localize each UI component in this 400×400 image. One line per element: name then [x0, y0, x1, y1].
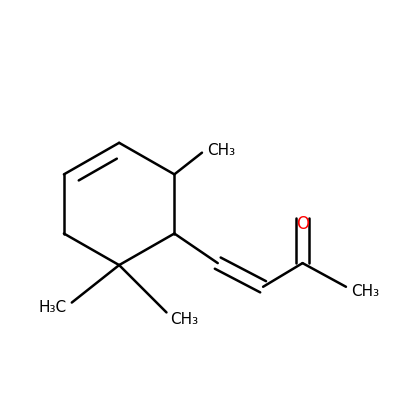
Text: H₃C: H₃C — [39, 300, 67, 315]
Text: CH₃: CH₃ — [351, 284, 379, 299]
Text: CH₃: CH₃ — [207, 143, 235, 158]
Text: CH₃: CH₃ — [170, 312, 198, 327]
Text: O: O — [296, 215, 309, 233]
